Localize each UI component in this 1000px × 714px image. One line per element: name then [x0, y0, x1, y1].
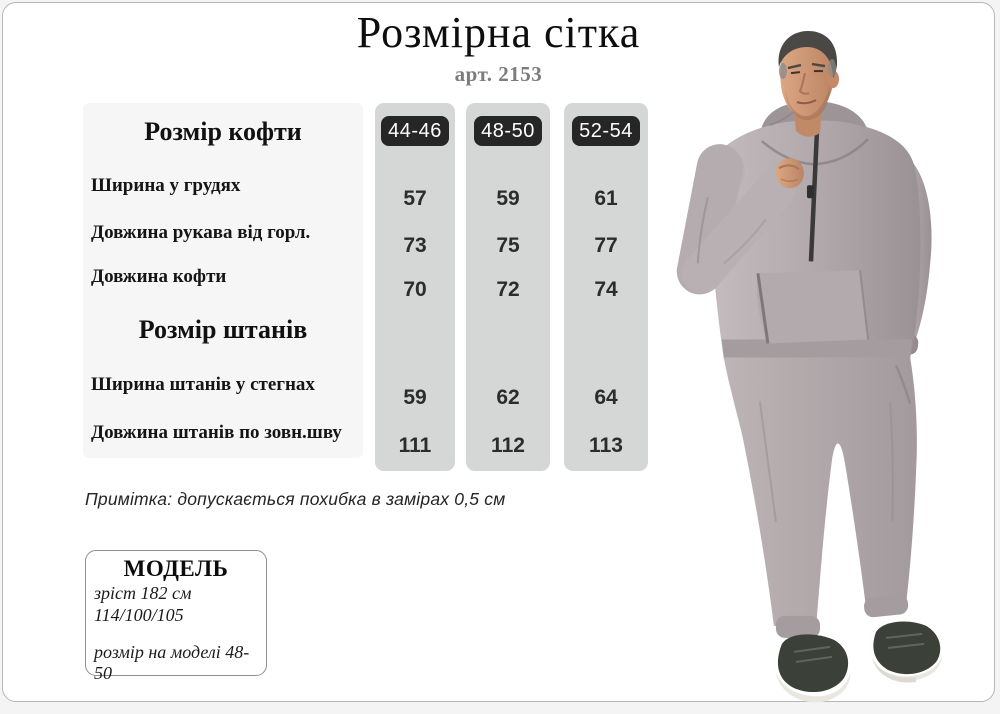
table-cell-value: 57	[403, 186, 427, 210]
size-badge: 44-46	[381, 116, 449, 146]
table-cell-value: 61	[594, 186, 618, 210]
note-text: Примітка: допускається похибка в замірах…	[85, 489, 506, 509]
size-badge-cell: 48-50	[466, 103, 550, 174]
table-cell-value: 70	[403, 278, 427, 301]
table-cell-value: 113	[589, 434, 623, 457]
table-cell-value: 74	[594, 278, 618, 301]
table-cell-value: 59	[496, 186, 520, 210]
size-badge: 48-50	[474, 116, 542, 146]
table-cell-value: 111	[398, 434, 432, 457]
size-table: Розмір кофти Ширина у грудях Довжина рук…	[83, 103, 648, 471]
table-cell-spacer	[466, 312, 550, 374]
model-measurements-line: 114/100/105	[94, 605, 184, 625]
model-figure	[676, 31, 943, 703]
table-cell-value: 75	[496, 233, 520, 257]
row-label-pants-outseam: Довжина штанів по зовн.шву	[91, 422, 342, 443]
table-cell-value: 72	[496, 278, 520, 301]
table-cell-value: 77	[594, 233, 618, 257]
size-badge-cell: 44-46	[375, 103, 455, 174]
model-box-title: МОДЕЛЬ	[123, 556, 229, 581]
table-cell-value: 64	[594, 385, 618, 409]
row-label-chest-width: Ширина у грудях	[91, 174, 241, 196]
table-cell-spacer	[375, 312, 455, 374]
table-cell-value: 59	[403, 385, 427, 409]
labels-column: Розмір кофти Ширина у грудях Довжина рук…	[83, 103, 363, 458]
sneakers	[775, 621, 943, 703]
jogger-pants	[723, 357, 917, 638]
hoodie-right-arm	[676, 144, 796, 295]
row-label-sweater-length: Довжина кофти	[91, 266, 227, 287]
model-height-line: зріст 182 см	[94, 583, 192, 603]
size-column-48-50: 48-50 59 75 72 62 112	[466, 103, 550, 471]
model-photo	[676, 31, 943, 703]
page-title: Розмірна сітка	[356, 8, 641, 57]
hoodie-pocket	[756, 270, 869, 344]
table-cell-value: 112	[491, 434, 525, 457]
size-chart-page: Розмірна сітка арт. 2153 Розмір кофти Ши…	[2, 2, 995, 703]
model-hand	[775, 158, 804, 189]
size-column-44-46: 44-46 57 73 70 59 111	[375, 103, 455, 471]
zipper-pull	[806, 185, 814, 199]
table-cell-value: 73	[403, 233, 427, 257]
section-header-pants: Розмір штанів	[138, 315, 308, 344]
row-label-pants-hip-width: Ширина штанів у стегнах	[91, 373, 315, 395]
size-column-52-54: 52-54 61 77 74 64 113	[564, 103, 648, 471]
size-badge-cell: 52-54	[564, 103, 648, 174]
article-number: арт. 2153	[454, 62, 543, 86]
row-label-sleeve-length: Довжина рукава від горл.	[91, 221, 311, 243]
table-cell-spacer	[564, 312, 648, 374]
table-cell-value: 62	[496, 385, 520, 409]
section-header-sweater: Розмір кофти	[144, 117, 302, 146]
model-size-line: розмір на моделі 48-50	[94, 642, 250, 683]
size-badge: 52-54	[572, 116, 640, 146]
model-head	[778, 31, 840, 137]
model-info-box: МОДЕЛЬ зріст 182 см 114/100/105 розмір н…	[85, 550, 267, 683]
model-hair	[778, 31, 838, 79]
